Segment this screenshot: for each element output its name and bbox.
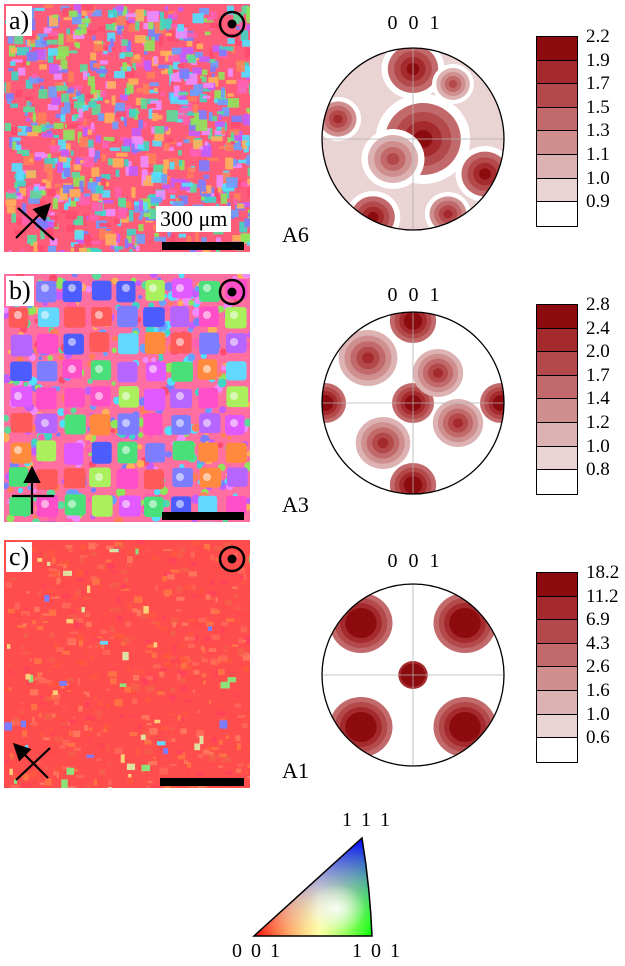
legend-swatch xyxy=(537,375,577,400)
pole-figure-c xyxy=(321,583,505,767)
sample-label: A3 xyxy=(282,492,309,517)
orientation-map-a xyxy=(4,4,250,252)
legend-value: 2.8 xyxy=(586,294,610,315)
legend-swatch xyxy=(537,667,577,691)
pole-figure-label: 0 0 1 xyxy=(387,284,443,306)
panel-label: b) xyxy=(6,276,34,306)
legend-value: 1.7 xyxy=(586,73,610,95)
legend-swatch xyxy=(537,620,577,644)
sample-axes-icon xyxy=(12,742,51,781)
figure-panel-a: a) 300 μm 0 0 1 A6 2.2 1.9 1.7 1.5 1.3 1.1 1.0… xyxy=(0,0,625,260)
legend-swatch xyxy=(537,37,577,61)
legend-value: 6.9 xyxy=(586,609,610,631)
color-legend-c: 18.2 11.2 6.9 4.3 2.6 1.6 1.0 0.6 xyxy=(536,562,619,763)
panel-label: a) xyxy=(6,6,33,36)
legend-swatch xyxy=(537,305,577,329)
legend-swatch xyxy=(537,422,577,447)
figure-panel-c: c) 0 0 1 A1 18.2 11.2 6.9 4.3 2.6 1.6 1.0 0.6 xyxy=(0,536,625,796)
legend-swatch xyxy=(537,399,577,423)
legend-value: 1.0 xyxy=(586,167,610,189)
ipf-color-key: 1 1 1 0 0 1 1 0 1 xyxy=(220,805,420,966)
ipf-label-111: 1 1 1 xyxy=(342,809,392,831)
scale-bar xyxy=(162,512,244,520)
legend-value: 1.6 xyxy=(586,680,610,701)
sample-axes-icon xyxy=(12,465,54,514)
legend-swatch xyxy=(537,328,577,353)
figure-panel-b: b) 0 0 1 A3 2.8 2.4 2.0 1.7 1.4 1.2 1.0 0.8 xyxy=(0,270,625,530)
pole-figure-label: 0 0 1 xyxy=(387,12,443,34)
out-of-plane-icon xyxy=(218,278,246,306)
pole-figure-b xyxy=(321,311,505,495)
legend-value: 0.9 xyxy=(586,191,610,213)
orientation-map-c xyxy=(4,540,250,788)
legend-value: 2.0 xyxy=(586,341,610,363)
legend-swatch xyxy=(537,352,577,376)
legend-value: 1.3 xyxy=(586,120,610,142)
legend-value: 4.3 xyxy=(586,632,610,654)
ipf-label-101: 1 0 1 xyxy=(352,940,402,962)
scale-bar-label: 300 μm xyxy=(156,206,232,232)
sample-label: A1 xyxy=(282,758,309,783)
legend-value: 1.4 xyxy=(586,388,610,410)
color-legend-a: 2.2 1.9 1.7 1.5 1.3 1.1 1.0 0.9 xyxy=(536,26,610,227)
orientation-map-b xyxy=(4,274,250,522)
legend-swatch xyxy=(537,178,577,203)
out-of-plane-icon xyxy=(218,10,246,38)
legend-value: 1.0 xyxy=(586,435,610,457)
legend-swatch xyxy=(537,60,577,85)
scale-bar xyxy=(162,242,244,250)
legend-value: 1.0 xyxy=(586,703,610,725)
legend-swatch xyxy=(537,714,577,739)
legend-swatch xyxy=(537,690,577,715)
legend-value: 1.9 xyxy=(586,49,610,71)
legend-swatch xyxy=(537,131,577,155)
legend-value: 11.2 xyxy=(586,585,619,607)
legend-swatch xyxy=(537,738,577,762)
color-legend-b: 2.8 2.4 2.0 1.7 1.4 1.2 1.0 0.8 xyxy=(536,294,610,495)
legend-swatch xyxy=(537,470,577,494)
legend-value: 18.2 xyxy=(586,562,620,583)
legend-swatch xyxy=(537,202,577,226)
legend-swatch xyxy=(537,84,577,108)
legend-value: 0.8 xyxy=(586,459,610,481)
legend-swatch xyxy=(537,107,577,132)
legend-value: 0.6 xyxy=(586,727,610,749)
scale-bar xyxy=(160,778,244,786)
legend-swatch xyxy=(537,446,577,471)
legend-value: 2.2 xyxy=(586,26,610,47)
legend-swatch xyxy=(537,643,577,668)
legend-value: 2.4 xyxy=(586,317,610,339)
legend-value: 1.1 xyxy=(586,144,610,165)
legend-swatch xyxy=(537,596,577,621)
legend-swatch xyxy=(537,154,577,179)
panel-label: c) xyxy=(6,542,33,572)
legend-value: 1.7 xyxy=(586,364,610,386)
ipf-label-001: 0 0 1 xyxy=(232,940,282,962)
pole-figure-label: 0 0 1 xyxy=(387,550,443,572)
out-of-plane-icon xyxy=(218,545,246,573)
legend-value: 1.5 xyxy=(586,96,610,118)
sample-axes-icon xyxy=(15,202,55,241)
legend-swatch xyxy=(537,573,577,597)
pole-figure-a xyxy=(321,47,505,231)
sample-label: A6 xyxy=(282,222,309,247)
legend-value: 1.2 xyxy=(586,412,610,433)
legend-value: 2.6 xyxy=(586,656,610,678)
